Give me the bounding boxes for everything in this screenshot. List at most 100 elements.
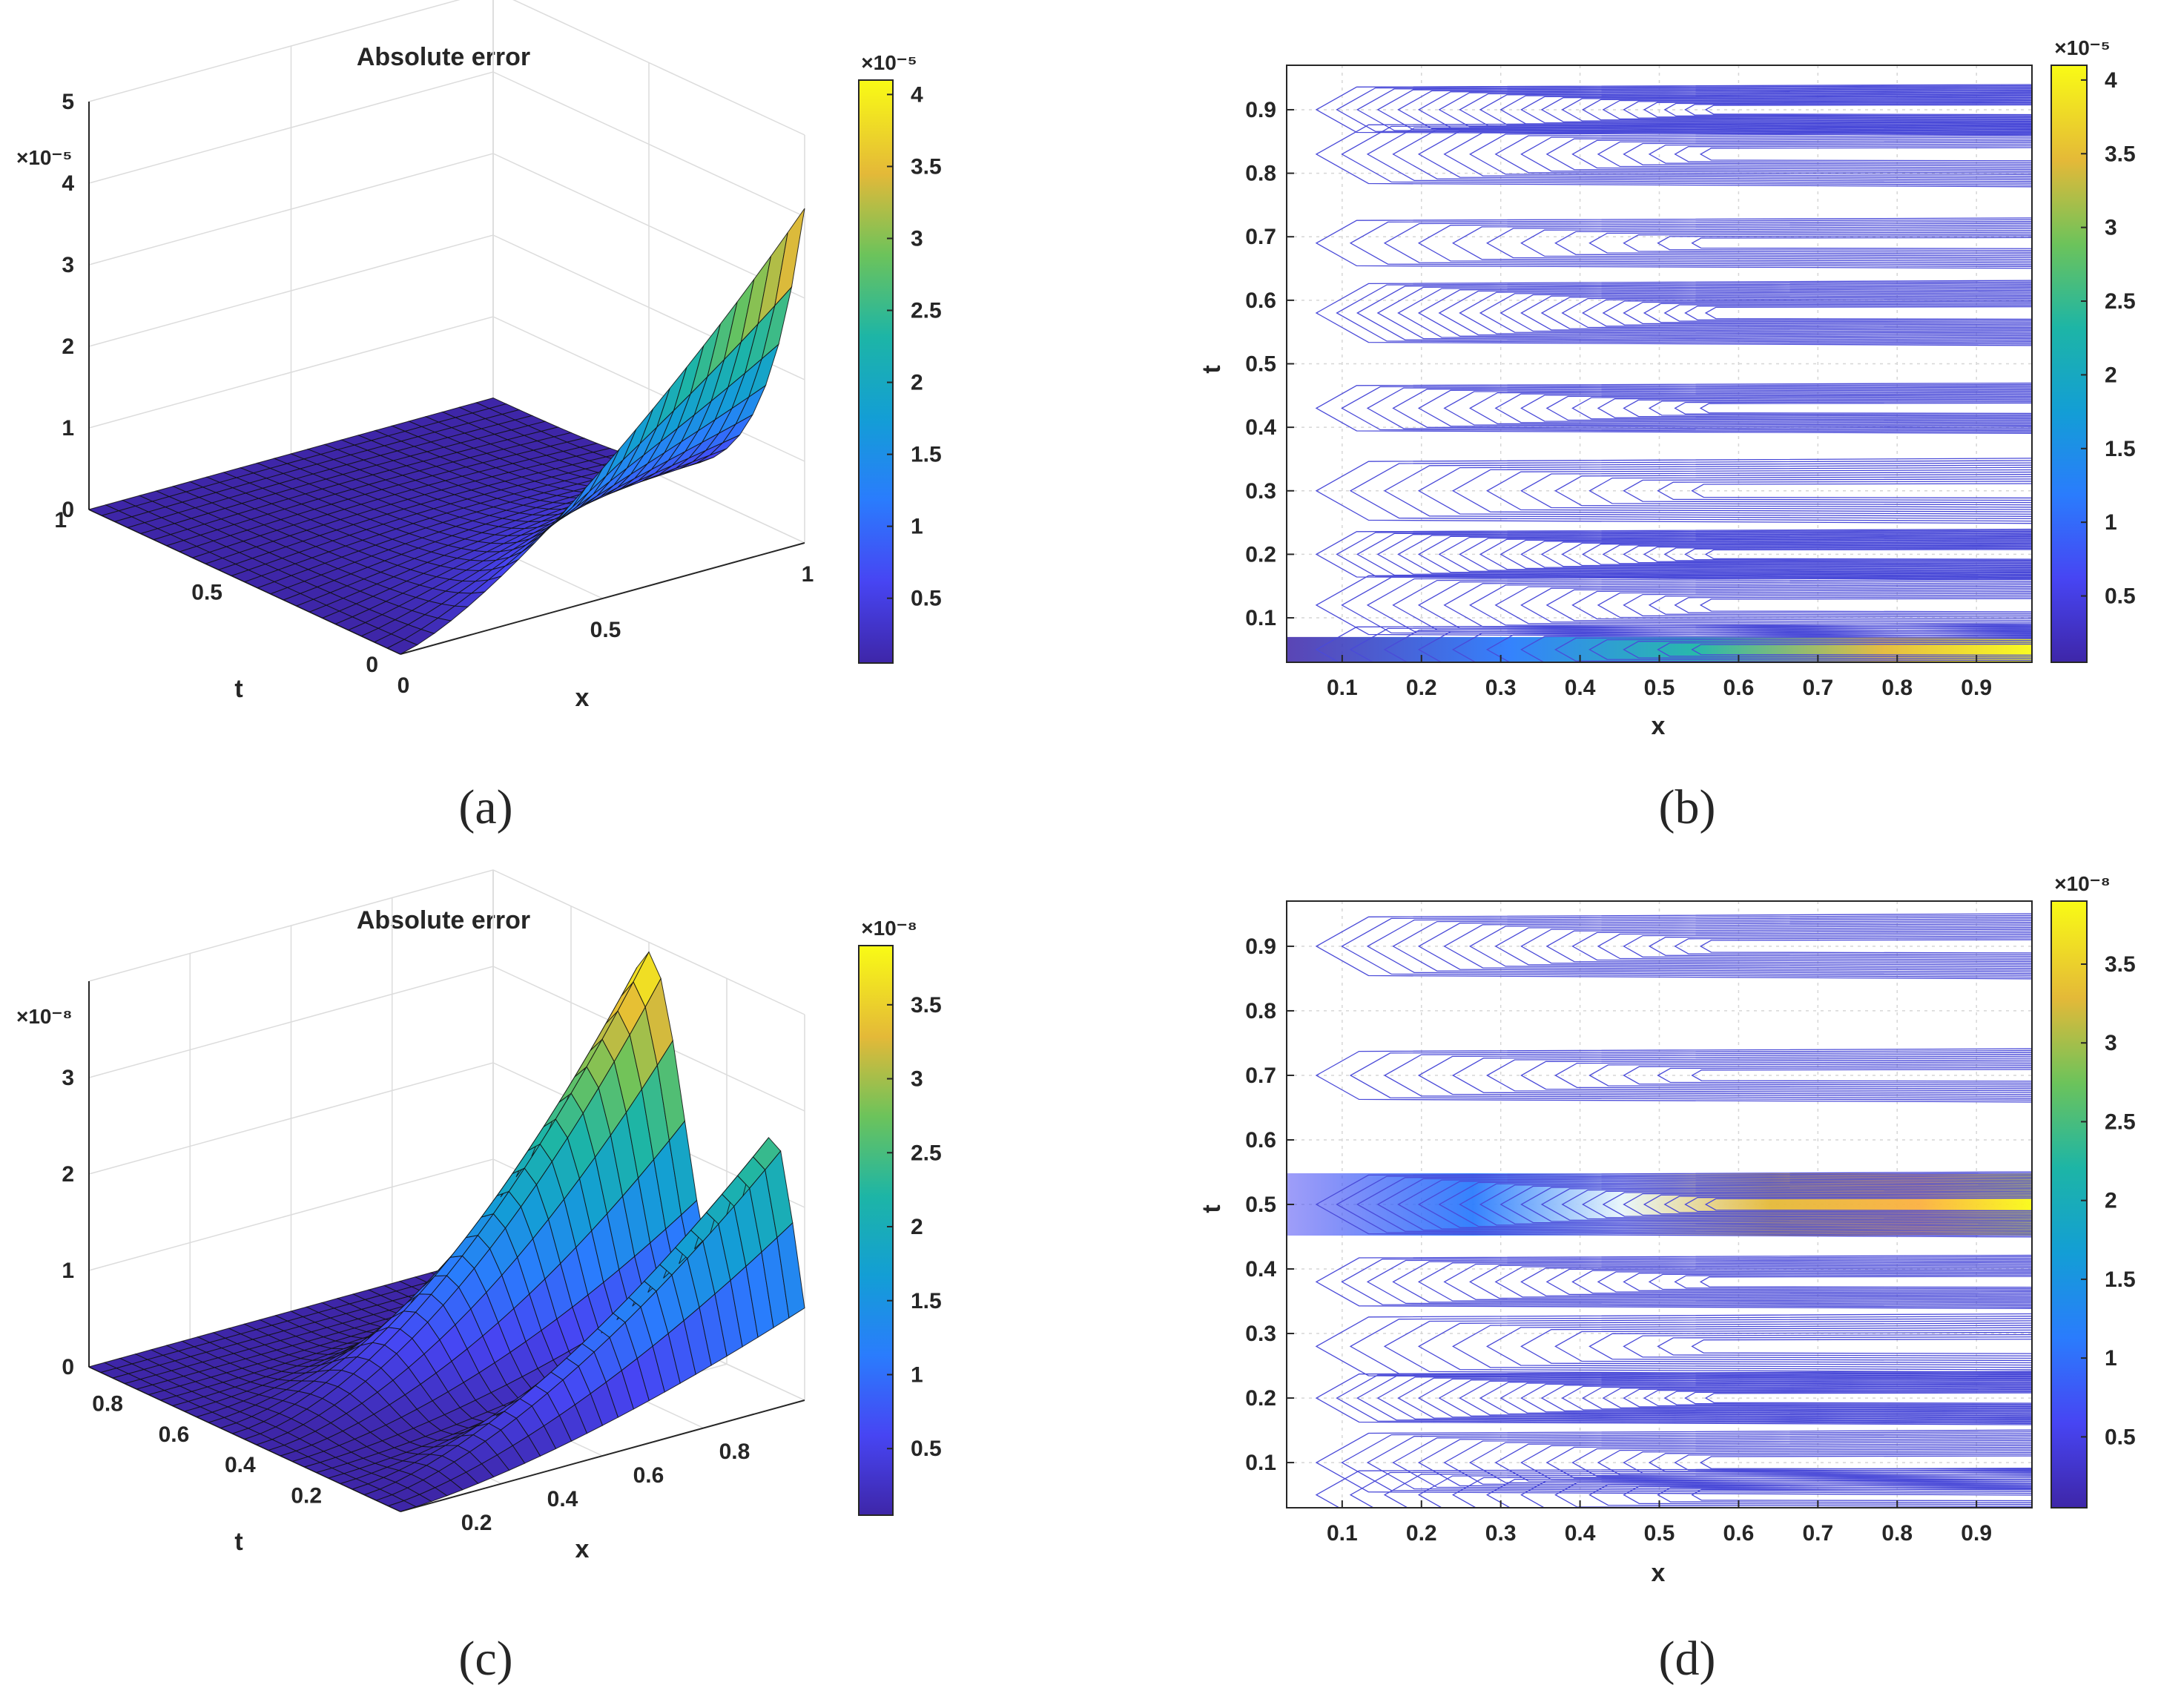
contour-line bbox=[1657, 481, 2032, 501]
panel-b-plot-area: 0.1 0.2 0.3 0.4 0.5 0.6 0.7 0.8 0.9 0.1 0.2 0.3 0.4 0… bbox=[1245, 65, 2033, 700]
contour-line bbox=[1485, 469, 2032, 512]
contour-line bbox=[1643, 101, 2032, 119]
t-tick-label: 1 bbox=[54, 508, 67, 532]
t-tick-label: 0.8 bbox=[1245, 162, 1276, 186]
colorbar-tick-label: 2.5 bbox=[911, 1141, 942, 1165]
contour-line bbox=[1494, 1441, 2032, 1484]
colorbar-tick-label: 1 bbox=[911, 515, 923, 539]
contour-line bbox=[1648, 594, 2032, 616]
contour-line bbox=[1494, 1264, 2032, 1299]
t-tick-label: 0.6 bbox=[159, 1422, 190, 1447]
colorbar-tick-label: 0.5 bbox=[2105, 584, 2136, 609]
contour-line bbox=[1663, 547, 2032, 562]
contour-line bbox=[1561, 96, 2032, 123]
contour-line bbox=[1349, 219, 2032, 267]
contour-line bbox=[1392, 1259, 2032, 1305]
x-tick-label: 0.7 bbox=[1802, 676, 1833, 700]
contour-line bbox=[1383, 1052, 2032, 1099]
contour-line bbox=[1366, 385, 2032, 432]
contour-line bbox=[1376, 284, 2032, 342]
t-tick-label: 0.8 bbox=[1245, 999, 1276, 1023]
contour-line bbox=[1520, 1382, 2032, 1414]
panel-c-x-label: x bbox=[575, 1535, 590, 1563]
x-tick-label: 0.8 bbox=[1881, 676, 1913, 700]
contour-line bbox=[1674, 596, 2032, 614]
contour-line bbox=[1561, 541, 2032, 567]
contour-line bbox=[1623, 1450, 2032, 1475]
contour-line bbox=[1417, 1320, 2032, 1373]
z-tick-label: 0 bbox=[62, 498, 74, 522]
colorbar-tick-label: 3.5 bbox=[2105, 142, 2136, 166]
x-tick-label: 0.5 bbox=[590, 618, 621, 642]
contour-line bbox=[1438, 535, 2032, 574]
colorbar-tick-label: 1.5 bbox=[911, 443, 942, 467]
contour-line bbox=[1468, 923, 2032, 969]
contour-line bbox=[1315, 1429, 2032, 1496]
contour-line bbox=[1366, 917, 2032, 976]
panel-c-ticks: 0 1 2 3 0.2 0.4 0.6 0.8 0.2 0.4 0.6 0.8 bbox=[62, 1066, 750, 1535]
contour-line bbox=[1571, 138, 2032, 171]
contour-line bbox=[1451, 466, 2032, 515]
contour-line bbox=[1392, 577, 2032, 633]
contour-line bbox=[1315, 913, 2032, 980]
contour-line bbox=[1571, 1446, 2032, 1479]
contour-line bbox=[1602, 543, 2032, 565]
contour-line bbox=[1597, 591, 2032, 619]
x-tick-label: 0.9 bbox=[1961, 676, 1992, 700]
contour-line bbox=[1520, 927, 2032, 966]
contour-line bbox=[1356, 86, 2032, 133]
colorbar-exponent: ×10⁻⁵ bbox=[861, 51, 917, 74]
x-tick-label: 0.9 bbox=[1961, 1521, 1992, 1546]
panel-c-z-exponent: ×10⁻⁸ bbox=[16, 1005, 73, 1028]
contour-line bbox=[1376, 1374, 2032, 1422]
contour-line bbox=[1691, 483, 2032, 499]
contour-line bbox=[1349, 1316, 2032, 1377]
contour-line bbox=[1392, 386, 2032, 430]
t-tick-label: 0.9 bbox=[1245, 98, 1276, 122]
colorbar-tick-label: 1 bbox=[2105, 510, 2117, 535]
contour-line bbox=[1623, 300, 2032, 326]
x-axis-line bbox=[400, 542, 805, 655]
contour-line bbox=[1479, 537, 2032, 572]
x-tick-label: 0.6 bbox=[1723, 676, 1755, 700]
contour-line bbox=[1494, 392, 2032, 425]
contour-line bbox=[1520, 393, 2032, 423]
contour-line bbox=[1581, 297, 2032, 329]
panel-a-t-label: t bbox=[234, 675, 243, 703]
x-tick-label: 0.6 bbox=[633, 1463, 664, 1488]
contour-line bbox=[1366, 1433, 2032, 1492]
contour-line bbox=[1443, 581, 2032, 630]
colorbar-tick-label: 4 bbox=[911, 82, 923, 107]
contour-line bbox=[1349, 460, 2032, 522]
panel-d-contour: 0.1 0.2 0.3 0.4 0.5 0.6 0.7 0.8 0.9 0.1 0.2 0.3 0.4 0… bbox=[1198, 872, 2136, 1587]
contour-line bbox=[1417, 920, 2032, 973]
z-tick-label: 5 bbox=[62, 90, 74, 114]
contour-line bbox=[1554, 230, 2032, 257]
contour-line bbox=[1623, 478, 2032, 504]
contour-line bbox=[1571, 930, 2032, 963]
contour-line bbox=[1341, 1431, 2032, 1494]
colorbar-gradient bbox=[858, 945, 894, 1516]
contour-line bbox=[1520, 471, 2032, 510]
contour-line bbox=[1459, 91, 2032, 128]
t-tick-label: 0.3 bbox=[1245, 479, 1276, 504]
contour-line bbox=[1545, 395, 2032, 422]
t-tick-label: 0.1 bbox=[1245, 1451, 1276, 1475]
contour-line bbox=[1704, 1197, 2032, 1212]
contour-line bbox=[1315, 1254, 2032, 1309]
contour-line bbox=[1623, 1333, 2032, 1359]
contour-line bbox=[1315, 382, 2032, 434]
contour-line bbox=[1438, 1377, 2032, 1419]
caption-c: (c) bbox=[458, 1632, 512, 1686]
contour-line bbox=[1417, 286, 2032, 340]
z-tick-label: 2 bbox=[62, 334, 74, 359]
contour-line bbox=[1315, 280, 2032, 346]
colorbar-tick-label: 0.5 bbox=[911, 587, 942, 611]
contour-line bbox=[1520, 1443, 2032, 1482]
contour-line bbox=[1443, 1262, 2032, 1302]
contour-line bbox=[1397, 285, 2032, 341]
contour-line bbox=[1383, 1318, 2032, 1375]
contour-line bbox=[1602, 299, 2032, 327]
panel-a-x-label: x bbox=[575, 684, 590, 712]
contour-line bbox=[1459, 289, 2032, 337]
